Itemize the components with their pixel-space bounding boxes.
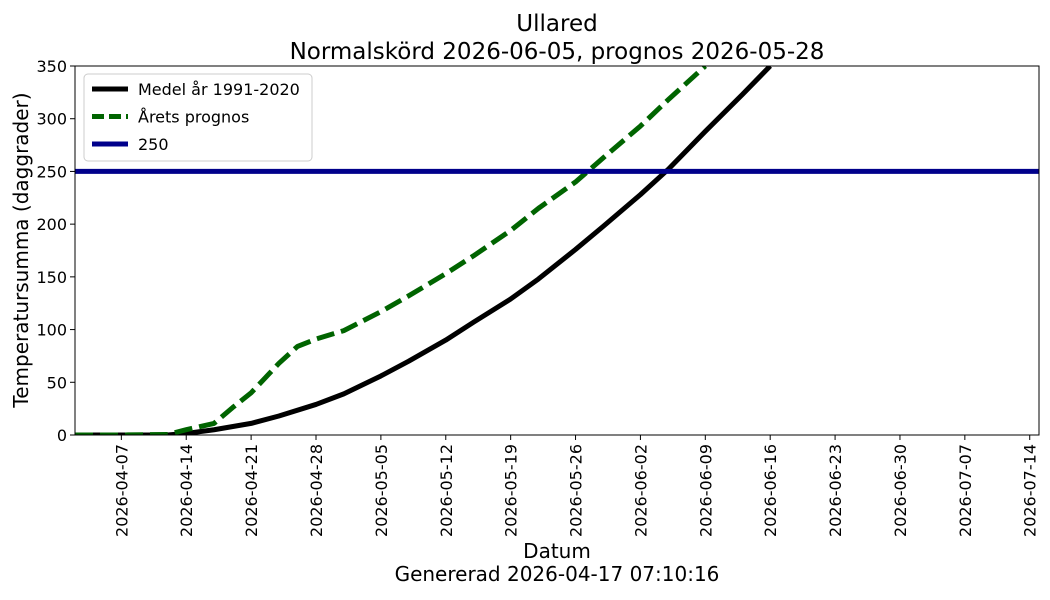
x-tick-label: 2026-05-12 <box>437 444 456 537</box>
x-tick-label: 2026-06-02 <box>631 444 650 537</box>
y-tick-label: 150 <box>36 268 67 287</box>
x-tick-label: 2026-07-14 <box>1021 444 1040 537</box>
y-axis: 0 50 100 150 200 250 300 350 <box>36 57 75 445</box>
x-tick-label: 2026-07-07 <box>956 444 975 537</box>
y-tick-label: 250 <box>36 162 67 181</box>
y-tick-label: 350 <box>36 57 67 76</box>
plot-frame <box>74 65 1040 436</box>
x-tick-label: 2026-04-07 <box>112 444 131 537</box>
y-tick-label: 200 <box>36 215 67 234</box>
x-tick-label: 2026-05-26 <box>567 444 586 537</box>
x-tick-label: 2026-06-30 <box>891 444 910 537</box>
x-axis-label: Datum <box>523 539 591 563</box>
y-tick-label: 50 <box>47 373 67 392</box>
x-tick-label: 2026-06-09 <box>696 444 715 537</box>
legend: Medel år 1991-2020 Årets prognos 250 <box>83 73 313 162</box>
x-tick-label: 2026-05-05 <box>372 444 391 537</box>
series-line-1 <box>75 66 772 435</box>
x-tick-label: 2026-06-16 <box>761 444 780 537</box>
x-tick-label: 2026-04-28 <box>307 444 326 537</box>
x-tick-label: 2026-05-19 <box>502 444 521 537</box>
legend-label-2: Årets prognos <box>138 108 249 127</box>
series-line-2 <box>75 66 707 435</box>
chart-subtitle: Normalskörd 2026-06-05, prognos 2026-05-… <box>290 39 825 65</box>
y-tick-label: 0 <box>57 426 67 445</box>
series-layer <box>75 66 1039 435</box>
y-axis-label: Temperatursumma (daggrader) <box>9 92 33 408</box>
chart-title: Ullared <box>516 11 597 37</box>
y-tick-label: 300 <box>36 110 67 129</box>
y-tick-label: 100 <box>36 321 67 340</box>
x-tick-label: 2026-04-14 <box>177 444 196 537</box>
x-axis: 2026-04-07 2026-04-14 2026-04-21 2026-04-28… <box>112 435 1040 537</box>
legend-box <box>83 73 313 162</box>
legend-label-3: 250 <box>138 135 169 154</box>
legend-label-1: Medel år 1991-2020 <box>138 80 300 99</box>
x-tick-label: 2026-04-21 <box>242 444 261 537</box>
chart-footer: Genererad 2026-04-17 07:10:16 <box>395 562 720 586</box>
x-tick-label: 2026-06-23 <box>826 444 845 537</box>
